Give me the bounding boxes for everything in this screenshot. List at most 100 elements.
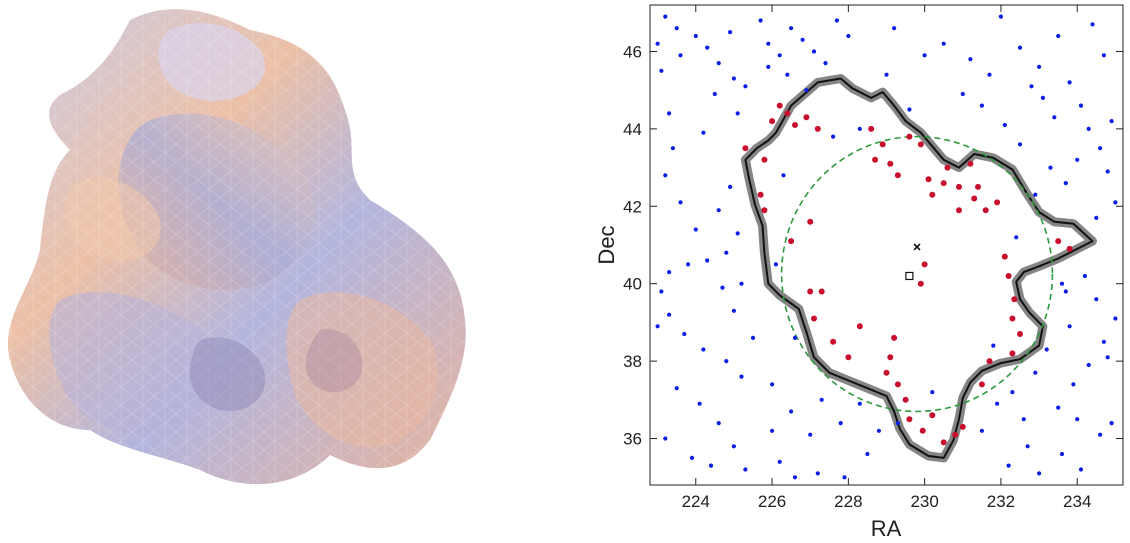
data-point [655,324,660,329]
data-point [940,439,947,446]
data-point [1014,235,1019,240]
data-point [884,72,889,77]
data-point [678,53,683,58]
data-point [1105,169,1110,174]
data-point [728,29,733,35]
data-point [1086,126,1091,131]
data-point [667,270,672,275]
data-point [742,145,749,152]
data-point [960,91,965,97]
data-point [1037,64,1042,69]
data-point [1113,316,1118,321]
data-point [743,84,748,89]
data-point [838,421,843,426]
data-point [731,308,736,313]
y-axis-title: Dec [594,225,619,264]
3d-surface-render [7,9,466,485]
data-point [1101,53,1106,58]
data-point [1011,296,1018,303]
data-point [663,173,668,178]
data-point [655,41,660,46]
data-point [895,421,900,426]
data-point [856,323,863,330]
data-point [1098,432,1103,437]
y-tick-label: 36 [623,430,642,449]
data-point [1033,192,1038,197]
data-point [998,14,1003,19]
data-point [766,41,771,46]
data-point [986,358,993,365]
data-point [750,335,756,340]
data-point [800,37,805,42]
contour-line [744,77,1094,459]
data-point [781,173,786,178]
data-point [716,208,721,213]
data-point [701,130,706,135]
data-point [971,195,978,202]
data-point [678,200,683,205]
data-point [720,285,725,290]
data-point [830,338,837,345]
data-point [766,64,771,69]
data-point [845,354,852,361]
data-point [739,281,744,286]
data-point [1078,103,1084,108]
data-point [887,354,894,361]
data-point [1056,33,1061,39]
data-point [1009,350,1016,357]
data-point [919,427,926,434]
data-point [785,72,790,77]
data-point [1033,370,1038,375]
data-point [1063,289,1068,294]
data-point [1090,22,1095,27]
x-tick-label: 224 [682,492,710,511]
data-point [894,172,901,179]
data-point [902,396,909,403]
data-point [1094,215,1099,220]
data-point [979,428,984,433]
data-point [868,125,875,132]
data-point [792,475,798,480]
data-point [1009,315,1016,322]
data-point [724,359,729,364]
data-point [1055,238,1062,245]
data-point [956,183,962,190]
x-tick-label: 226 [758,492,786,511]
data-point [842,475,847,480]
data-point [907,107,912,112]
data-point [808,432,813,437]
data-point [857,126,862,131]
data-point [952,431,959,438]
data-point [1071,382,1076,387]
data-point [670,146,675,151]
data-point [1017,331,1023,337]
data-point [929,412,936,419]
data-point [803,114,810,121]
data-point [682,331,687,337]
data-point [708,463,714,468]
data-point [674,386,679,391]
dashed-circle [780,135,1054,413]
contour-band-fill [740,74,1097,463]
data-point [1063,181,1068,186]
data-point [792,122,798,128]
y-tick-label: 42 [623,197,642,216]
data-point [922,53,927,58]
data-point [1113,200,1118,205]
data-point [1037,471,1042,476]
data-point [892,26,897,31]
data-point [757,191,764,198]
data-point [872,156,879,163]
data-point [925,176,932,183]
data-point [1006,463,1011,468]
data-point [1017,142,1023,147]
data-point [705,45,710,50]
data-point [894,381,901,388]
data-point [770,382,775,387]
data-point [1059,451,1065,457]
data-point [1067,80,1072,85]
data-point [731,444,736,449]
data-point [891,334,898,341]
data-point [906,416,913,423]
x-tick-label: 234 [1063,492,1091,511]
